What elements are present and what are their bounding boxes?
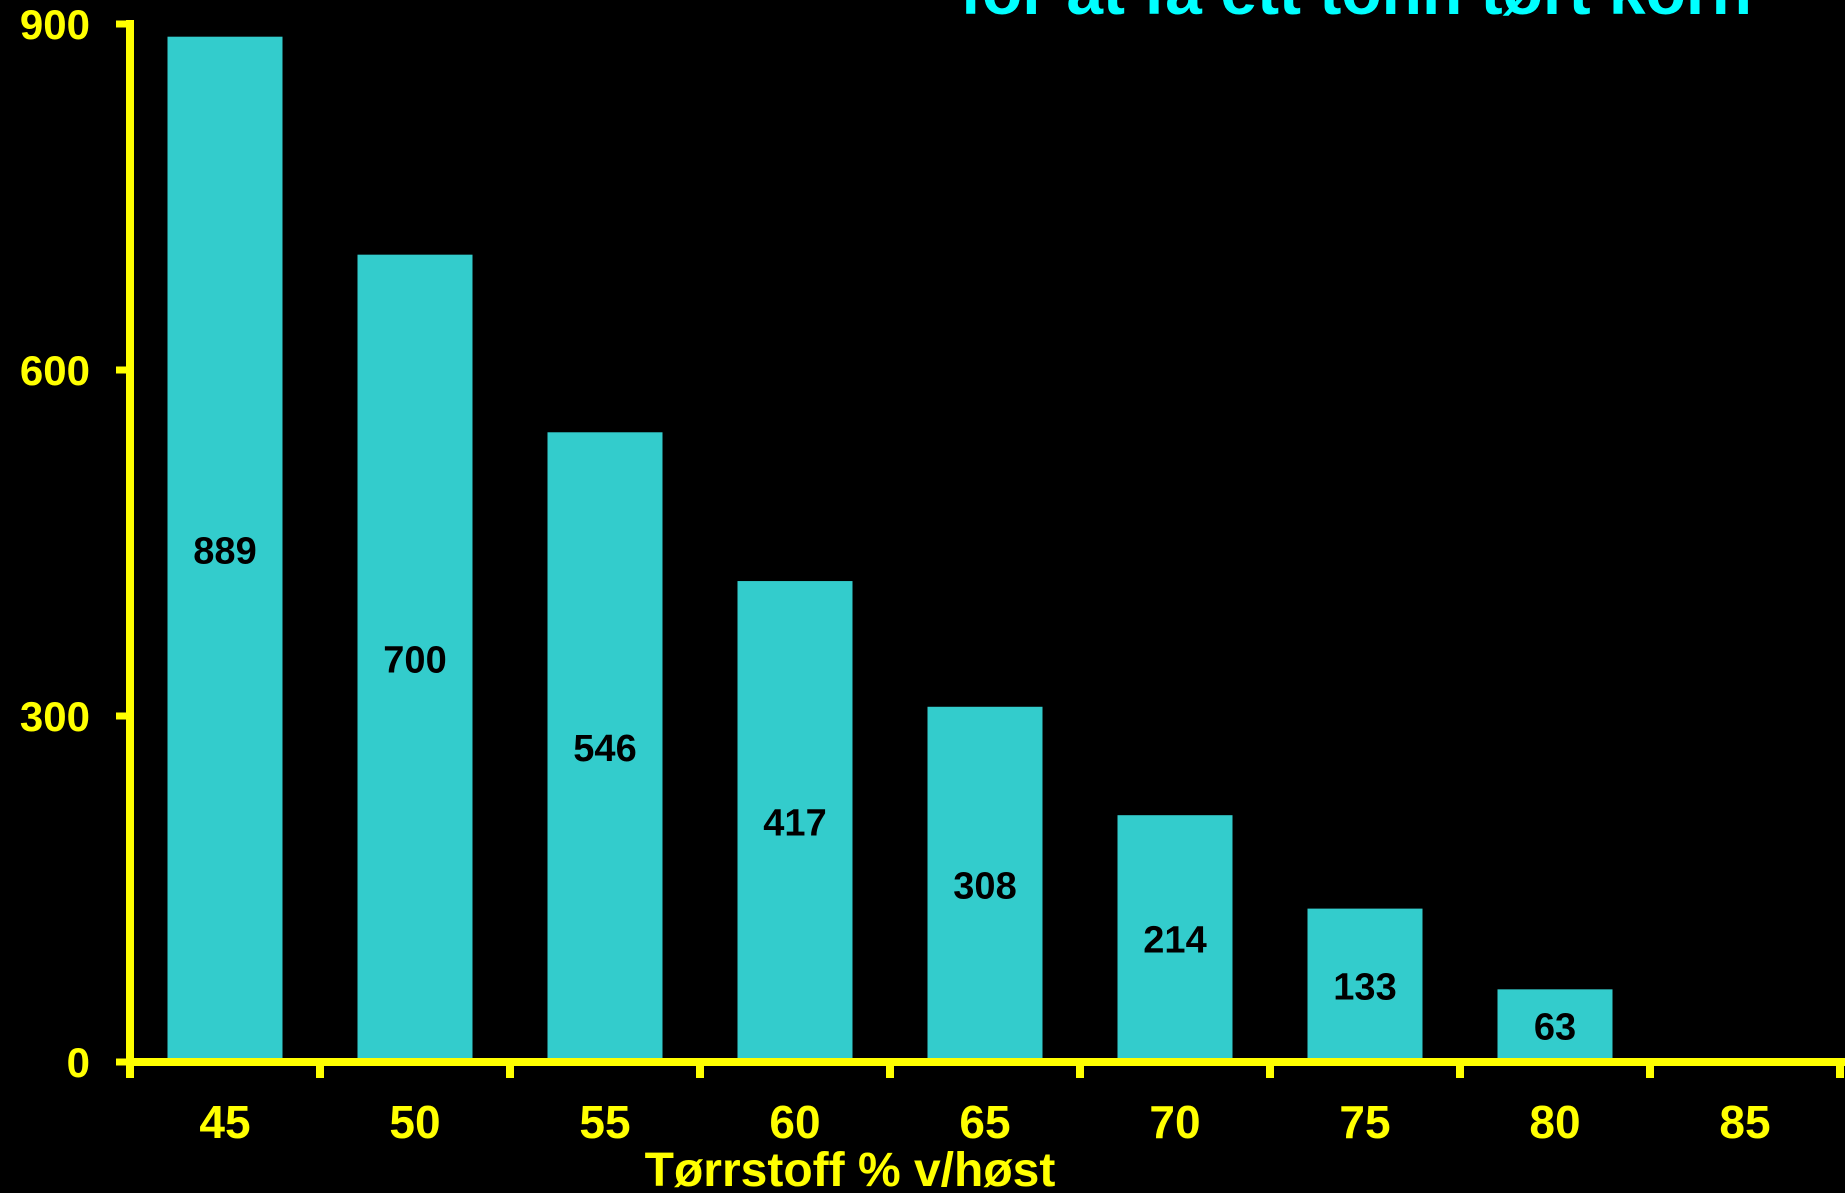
bar-45 [167,36,283,1063]
bar-label-75: 133 [1333,966,1396,1008]
bar-70 [1117,815,1233,1062]
bar-55 [547,432,663,1062]
x-axis-label: Tørrstoff % v/høst [645,1144,1056,1193]
bar-label-45: 889 [193,530,256,572]
x-tick-label-70: 70 [1149,1096,1200,1148]
bar-label-50: 700 [383,639,446,681]
x-tick-label-75: 75 [1339,1096,1390,1148]
y-tick-label-900: 900 [20,1,90,48]
bar-label-70: 214 [1143,920,1206,962]
bar-label-80: 63 [1534,1007,1576,1049]
axes-layer [126,20,1845,1066]
bars-layer: 889 700 546 417 308 214 133 63 [167,36,1613,1063]
x-tick-label-80: 80 [1529,1096,1580,1148]
y-tick-label-300: 300 [20,693,90,740]
x-tick-label-45: 45 [199,1096,250,1148]
x-tick-label-85: 85 [1719,1096,1770,1148]
x-tick-label-50: 50 [389,1096,440,1148]
bar-label-65: 308 [953,865,1016,907]
bar-75 [1307,908,1423,1062]
bar-50 [357,254,473,1062]
bar-80 [1497,989,1613,1062]
bar-65 [927,706,1043,1062]
x-tick-label-65: 65 [959,1096,1010,1148]
y-ticks: 0 300 600 900 [20,1,130,1086]
bar-label-60: 417 [763,803,826,845]
bar-label-55: 546 [573,728,636,770]
y-tick-label-600: 600 [20,347,90,394]
x-ticks: 45 50 55 60 65 70 75 80 85 [126,1062,1844,1148]
x-tick-label-60: 60 [769,1096,820,1148]
x-tick-label-55: 55 [579,1096,630,1148]
chart-title: for at få ett tonn tørt korn [960,0,1752,28]
y-tick-label-0: 0 [67,1039,90,1086]
bar-60 [737,581,853,1062]
